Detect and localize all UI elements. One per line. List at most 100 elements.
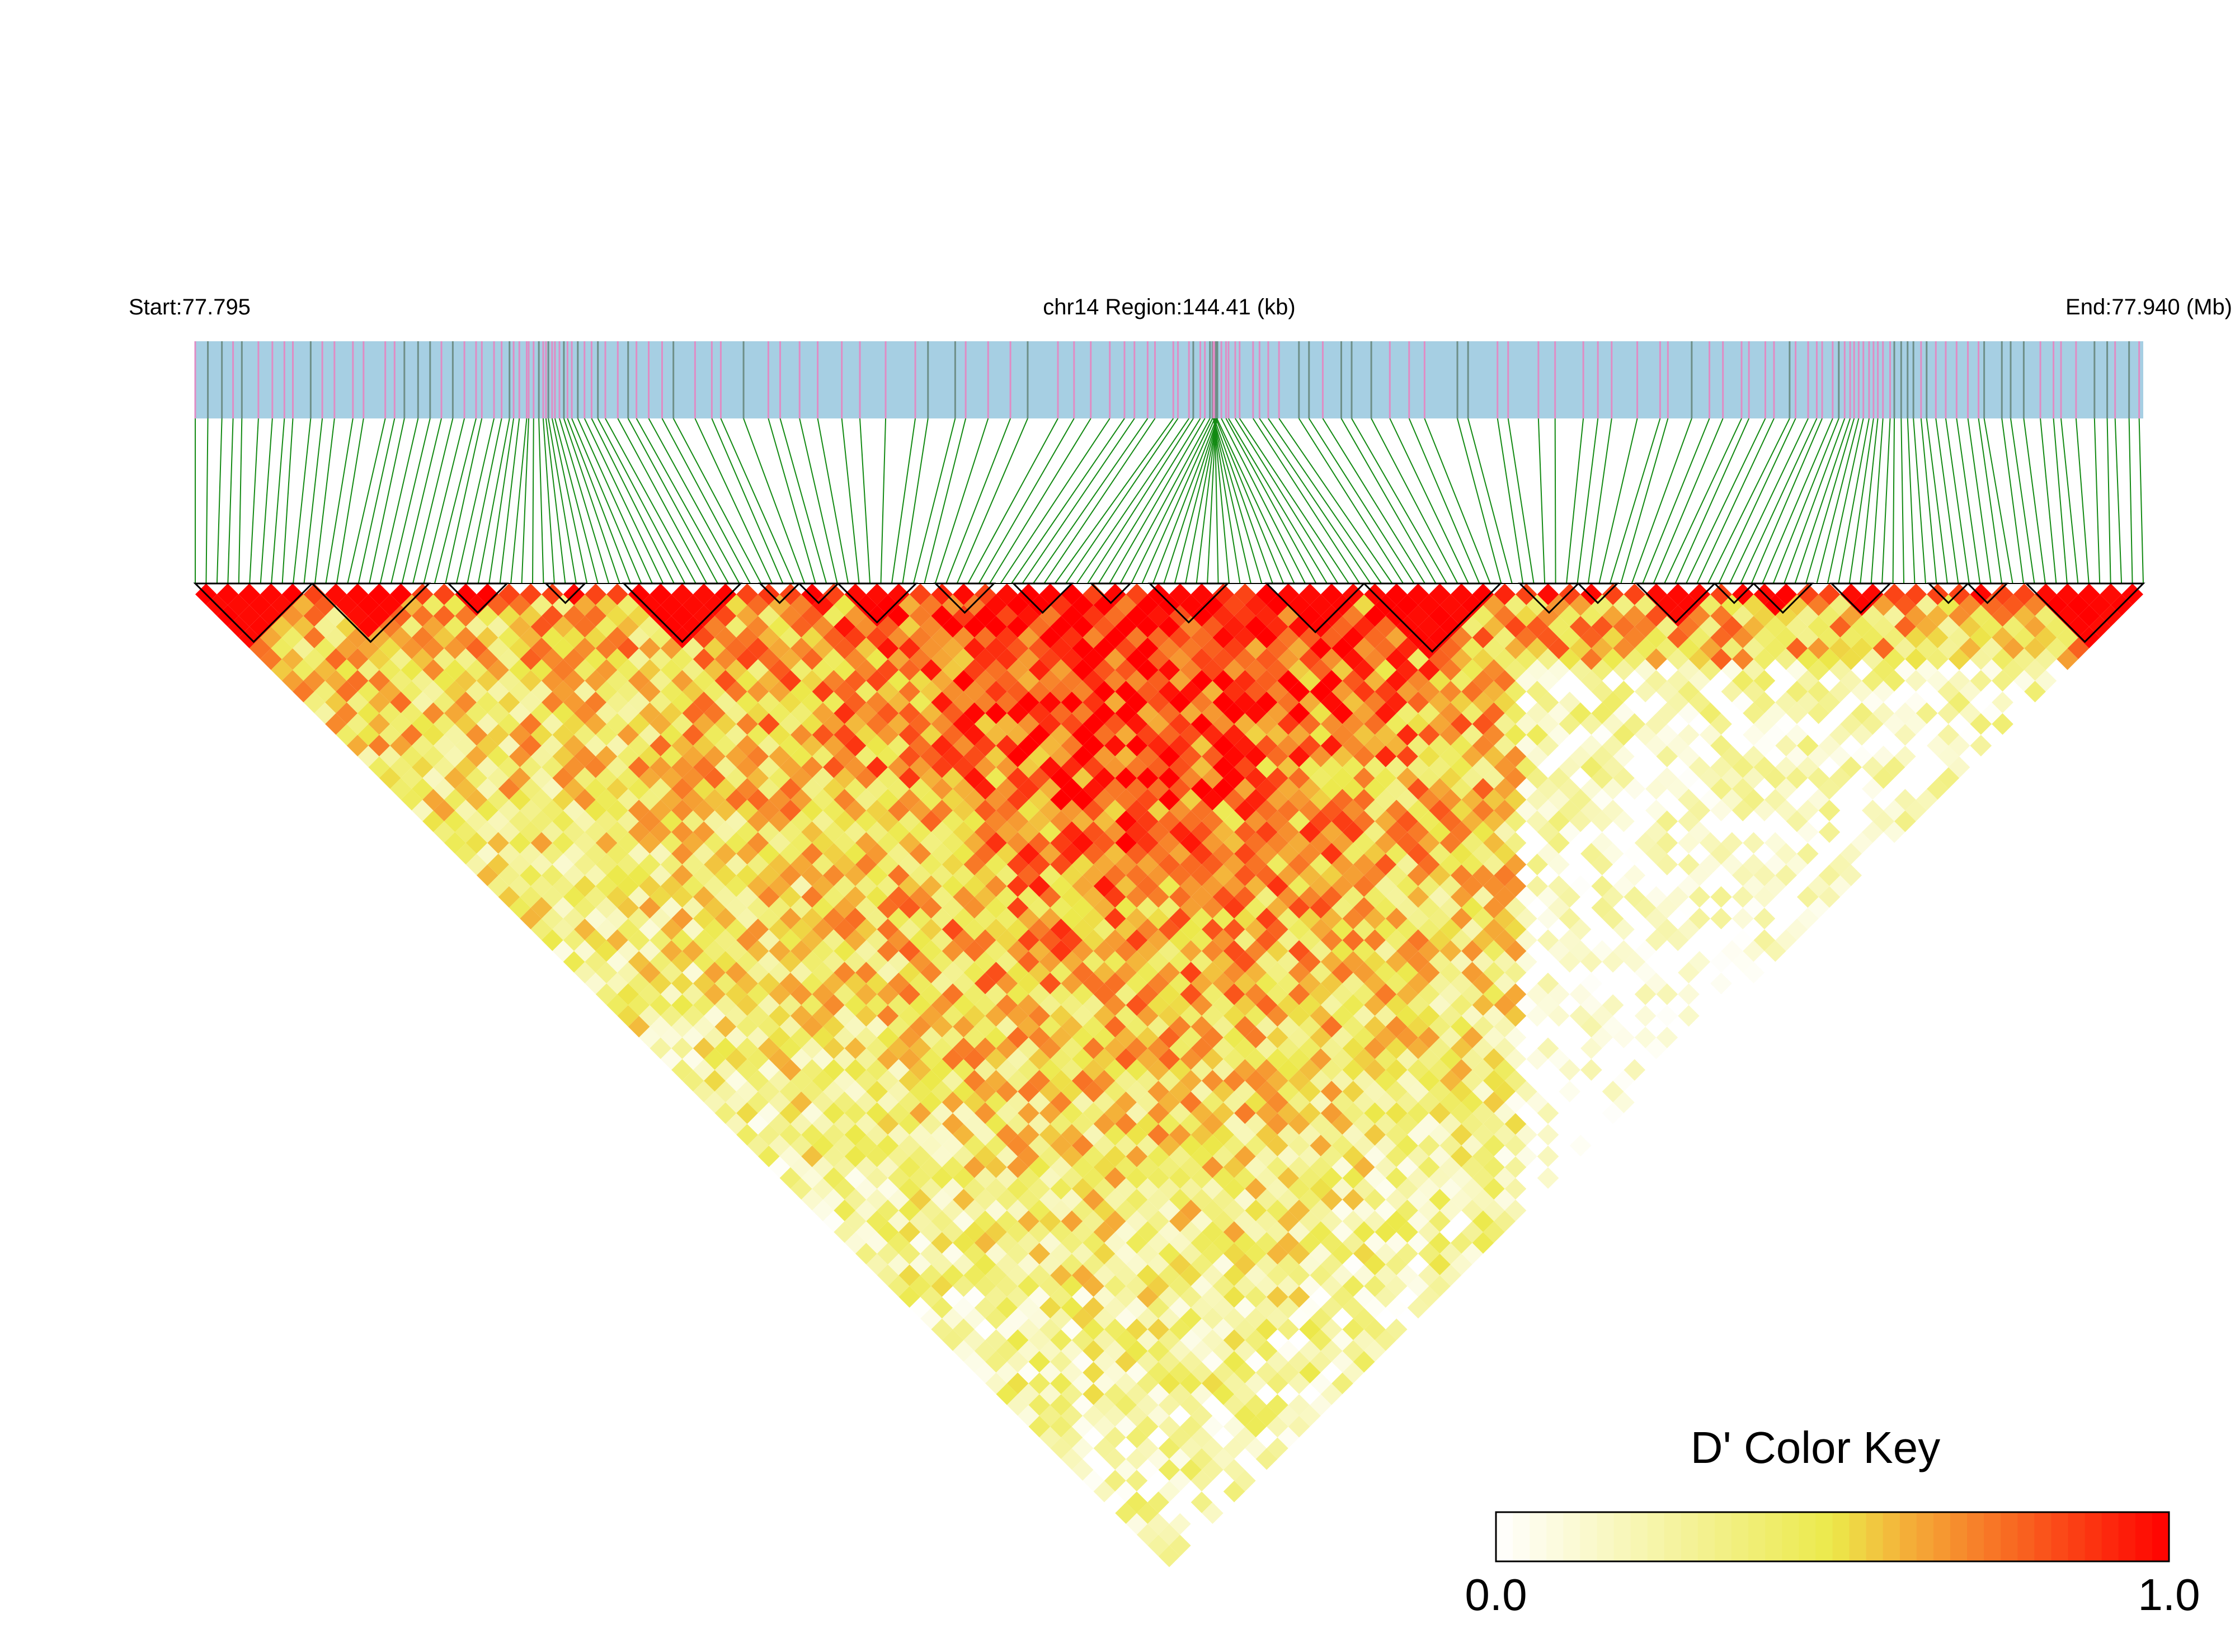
ld-cell — [1645, 583, 1667, 605]
ld-cell — [1320, 670, 1343, 692]
ld-cell — [1472, 821, 1494, 843]
ld-cell — [1234, 1470, 1256, 1492]
ld-cell — [1667, 583, 1689, 605]
ld-cell — [1169, 1037, 1191, 1060]
ld-cell — [855, 1091, 877, 1113]
ld-cell — [433, 648, 455, 670]
snp-connector-line — [605, 418, 697, 584]
ld-cell — [1104, 972, 1126, 995]
ld-cell — [1212, 1362, 1235, 1383]
ld-cell — [1353, 1242, 1375, 1265]
ld-cell — [1796, 648, 1819, 670]
ld-cell — [1212, 648, 1235, 670]
ld-cell — [1559, 1037, 1581, 1060]
ld-cell — [2035, 583, 2057, 605]
ld-cell — [1439, 1135, 1462, 1157]
ld-cell — [433, 756, 455, 778]
ld-cell — [1288, 1286, 1310, 1308]
ld-cell — [1320, 713, 1343, 735]
ld-cell — [1245, 918, 1267, 940]
ld-cell — [757, 1145, 780, 1168]
ld-cell — [1169, 1275, 1191, 1297]
ld-cell — [2067, 615, 2090, 638]
ld-cell — [1310, 680, 1332, 703]
ld-cell — [822, 994, 845, 1016]
ld-cell — [1905, 583, 1927, 605]
ld-cell — [1775, 778, 1797, 800]
ld-cell — [963, 1005, 986, 1027]
ld-cell — [1136, 983, 1159, 1005]
ld-cell — [1905, 627, 1927, 648]
ld-cell — [1126, 886, 1148, 908]
ld-cell — [1840, 864, 1862, 887]
ld-cell — [1223, 659, 1245, 681]
ld-cell — [1245, 1459, 1267, 1481]
ld-cell — [1310, 637, 1332, 660]
ld-cell — [1364, 1232, 1386, 1254]
ld-cell — [1245, 897, 1267, 919]
ld-cell — [1245, 940, 1267, 962]
ld-cell — [1310, 1091, 1332, 1113]
snp-connector-line — [369, 418, 405, 584]
ld-cell — [1753, 670, 1776, 692]
snp-connector-line — [617, 418, 708, 584]
ld-cell — [1212, 778, 1235, 800]
ld-cell — [931, 1275, 953, 1297]
ld-cell — [1288, 680, 1310, 703]
ld-cell — [1277, 1037, 1300, 1060]
ld-cell — [1299, 1383, 1321, 1405]
ld-cell — [1504, 680, 1527, 703]
ld-cell — [1656, 983, 1678, 1005]
snp-connector-line — [1457, 418, 1502, 584]
ld-cell — [996, 886, 1018, 908]
ld-cell — [1277, 1340, 1300, 1362]
ld-cell — [444, 810, 466, 832]
ld-cell — [1504, 983, 1527, 1005]
snp-connector-line — [1424, 418, 1491, 584]
ld-cell — [1320, 1167, 1343, 1189]
ld-cell — [1277, 907, 1300, 930]
ld-cell — [822, 799, 845, 822]
ld-cell — [1267, 1091, 1288, 1113]
ld-cell — [444, 767, 466, 789]
ld-cell — [379, 702, 401, 724]
ld-cell — [822, 1124, 845, 1146]
ld-cell — [1569, 832, 1592, 854]
ld-cell — [1212, 886, 1235, 908]
ld-cell — [1634, 637, 1657, 660]
ld-cell — [1418, 1005, 1440, 1027]
ld-cell — [1407, 843, 1429, 865]
ld-cell — [1418, 1027, 1440, 1048]
ld-cell — [855, 1070, 877, 1092]
ld-cell — [1375, 1242, 1397, 1265]
ld-cell — [1212, 799, 1235, 822]
ld-cell — [1028, 1113, 1051, 1135]
ld-cell — [1905, 713, 1927, 735]
ld-cell — [314, 680, 336, 703]
ld-cell — [1202, 1178, 1224, 1200]
ld-cell — [1245, 1005, 1267, 1027]
ld-cell — [1158, 962, 1180, 983]
ld-cell — [1299, 1232, 1321, 1254]
snp-connector-line — [1298, 418, 1404, 584]
ld-cell — [1494, 864, 1516, 887]
ld-cell — [1613, 810, 1635, 832]
ld-cell — [1385, 799, 1408, 822]
snp-connector-line — [1174, 418, 1218, 584]
ld-cell — [1894, 615, 1916, 638]
ld-cell — [1375, 1307, 1397, 1330]
ld-cell — [1624, 756, 1646, 778]
ld-cell — [401, 594, 423, 616]
snp-connector-line — [672, 418, 762, 584]
ld-cell — [1450, 1102, 1472, 1124]
ld-cell — [487, 854, 509, 876]
ld-cell — [1753, 843, 1776, 865]
ld-cell — [1375, 1091, 1397, 1113]
ld-cell — [1158, 1480, 1180, 1503]
ld-cell — [888, 1189, 910, 1211]
ld-cell — [1656, 918, 1678, 940]
ld-cell — [617, 897, 639, 919]
ld-cell — [1288, 724, 1310, 746]
snp-connector-line — [2010, 418, 2035, 584]
ld-cell — [1634, 983, 1657, 1005]
